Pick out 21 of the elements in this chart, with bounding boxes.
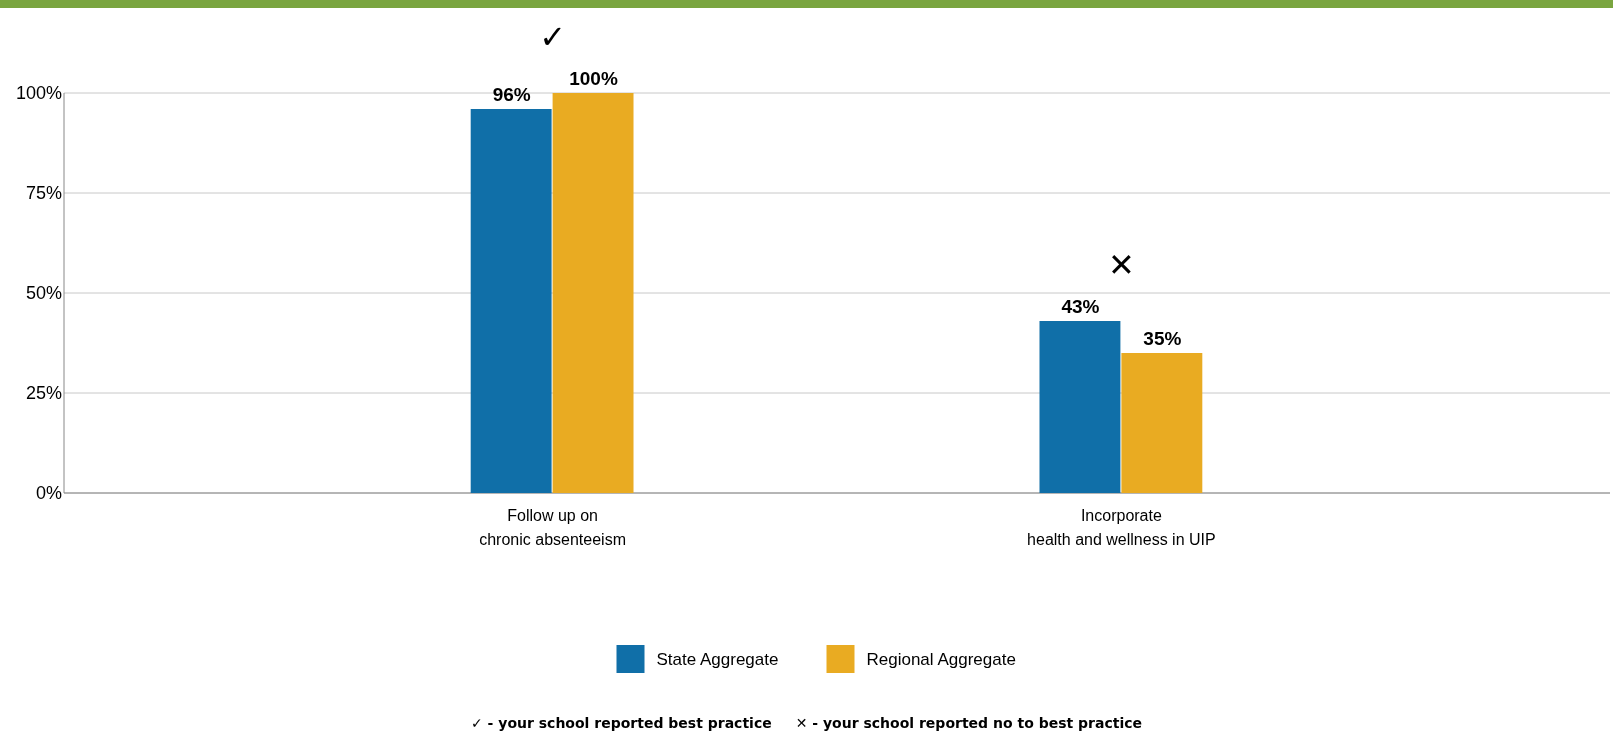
y-tick-label: 100% [15, 83, 62, 104]
bar [1039, 321, 1121, 493]
y-tick-label: 25% [25, 383, 62, 404]
data-label: 100% [569, 68, 618, 89]
x-tick-label: Incorporate health and wellness in UIP [1027, 507, 1216, 548]
y-tick-label: 50% [25, 283, 62, 304]
y-tick-label: 0% [35, 483, 62, 504]
legend-label: State Aggregate [656, 649, 779, 669]
text: ✕ - your school reported no to best practice [795, 715, 1143, 731]
legend-label: Regional Aggregate [866, 649, 1016, 669]
x-tick-label: Follow up on chronic absenteeism [479, 507, 626, 548]
text: ✓ - your school reported best practice [470, 715, 772, 731]
annotation: ✕ [1107, 246, 1135, 284]
data-label: 43% [1061, 296, 1100, 317]
bar [470, 109, 552, 493]
data-label: 96% [492, 84, 531, 105]
text: ✓ [539, 18, 567, 56]
y-tick-label: 75% [25, 183, 62, 204]
bar [1121, 353, 1203, 493]
bar [552, 93, 634, 493]
data-label: 35% [1143, 328, 1182, 349]
